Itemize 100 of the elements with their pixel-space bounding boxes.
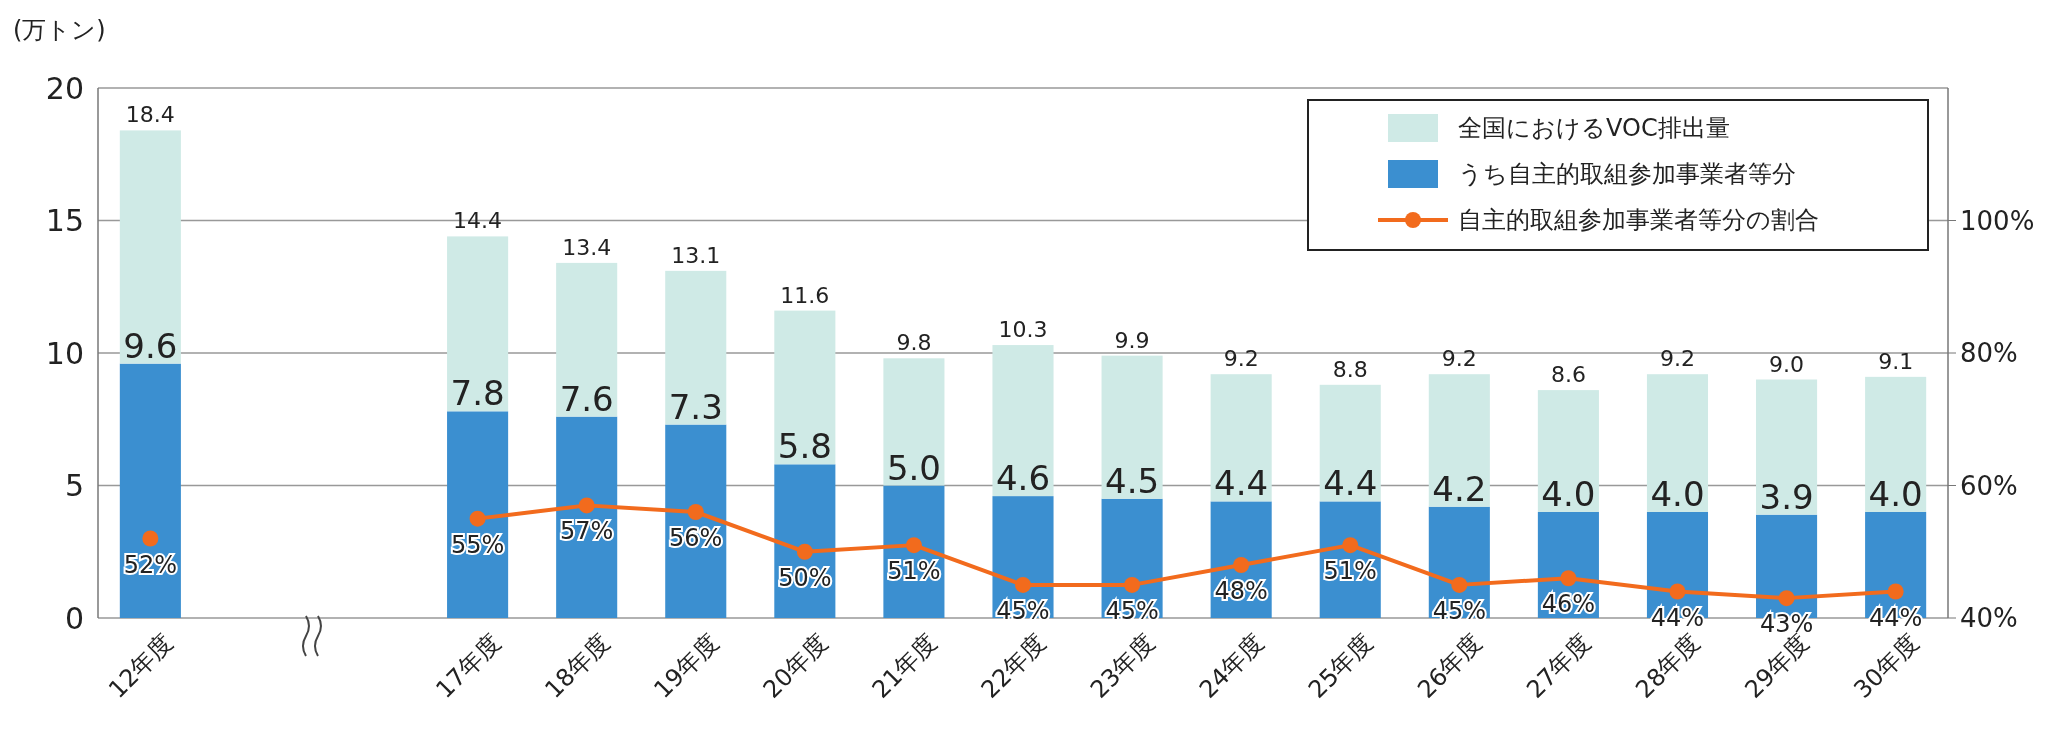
bar bbox=[665, 424, 727, 618]
data-label: 7.3 bbox=[668, 386, 723, 427]
x-tick-label: 19年度 bbox=[648, 628, 724, 704]
data-label: 4.4 bbox=[1323, 463, 1378, 504]
point bbox=[1887, 583, 1904, 600]
total-label: 8.6 bbox=[1550, 362, 1586, 388]
data-label: 55% bbox=[450, 530, 505, 559]
total-label: 8.8 bbox=[1332, 356, 1368, 382]
data-label: 56% bbox=[669, 524, 723, 552]
total-label: 9.8 bbox=[896, 330, 932, 356]
x-tick-label: 25年度 bbox=[1303, 628, 1379, 704]
bar bbox=[119, 363, 181, 618]
x-tick-label: 17年度 bbox=[430, 628, 506, 704]
total-label: 13.1 bbox=[671, 242, 721, 268]
x-tick-label: 12年度 bbox=[103, 628, 179, 704]
y2-tick-label: 80% bbox=[1960, 338, 2018, 369]
x-tick-label: 18年度 bbox=[539, 628, 615, 704]
data-label: 7.6 bbox=[559, 378, 614, 419]
bar bbox=[447, 236, 509, 412]
y2-tick-label: 60% bbox=[1960, 470, 2018, 501]
x-tick-label: 24年度 bbox=[1193, 628, 1270, 704]
bar bbox=[1865, 376, 1927, 512]
data-label: 4.0 bbox=[1541, 474, 1596, 514]
point bbox=[1342, 537, 1359, 554]
bar bbox=[665, 270, 727, 425]
x-tick-label: 21年度 bbox=[866, 628, 943, 704]
bar bbox=[883, 358, 945, 486]
data-label: 4.5 bbox=[1105, 460, 1160, 501]
data-label: 9.6 bbox=[123, 325, 178, 366]
x-tick-label: 23年度 bbox=[1084, 628, 1161, 704]
total-label: 18.4 bbox=[125, 102, 175, 128]
data-label: 7.8 bbox=[450, 373, 505, 414]
y-axis-title: (万トン) bbox=[13, 16, 106, 44]
data-label: 51% bbox=[887, 557, 941, 586]
point bbox=[578, 497, 595, 514]
bar bbox=[1756, 379, 1818, 515]
point bbox=[1560, 570, 1577, 587]
data-label: 52% bbox=[123, 550, 178, 579]
data-label: 5.8 bbox=[777, 426, 832, 467]
total-label: 11.6 bbox=[780, 282, 830, 308]
legend-label: 自主的取組参加事業者等分の割合 bbox=[1458, 206, 1819, 235]
x-tick-label: 30年度 bbox=[1848, 628, 1924, 704]
bar bbox=[992, 345, 1054, 497]
point bbox=[1451, 576, 1468, 593]
bar bbox=[119, 130, 181, 364]
bar bbox=[774, 310, 836, 465]
point bbox=[469, 510, 486, 527]
bar bbox=[556, 416, 618, 618]
data-label: 4.2 bbox=[1432, 468, 1487, 509]
bar bbox=[556, 262, 618, 417]
total-label: 9.2 bbox=[1659, 346, 1695, 372]
total-label: 9.2 bbox=[1441, 346, 1477, 372]
point bbox=[1233, 557, 1250, 573]
point bbox=[1124, 576, 1141, 593]
y-tick-label: 0 bbox=[64, 600, 84, 636]
data-label: 4.4 bbox=[1214, 463, 1269, 504]
data-label: 45% bbox=[1432, 596, 1486, 625]
data-label: 3.9 bbox=[1759, 476, 1814, 517]
total-label: 9.2 bbox=[1223, 346, 1259, 372]
point bbox=[1778, 590, 1795, 607]
data-label: 45% bbox=[996, 596, 1050, 625]
legend-label: うち自主的取組参加事業者等分 bbox=[1458, 160, 1796, 189]
total-label: 9.0 bbox=[1769, 351, 1805, 377]
y-tick-label: 15 bbox=[45, 203, 84, 238]
bar bbox=[1319, 384, 1381, 502]
data-label: 46% bbox=[1541, 590, 1596, 619]
point bbox=[796, 543, 813, 560]
x-tick-label: 28年度 bbox=[1630, 628, 1706, 704]
bar bbox=[1646, 374, 1709, 512]
x-tick-label: 20年度 bbox=[757, 628, 833, 704]
data-label: 45% bbox=[1105, 596, 1159, 625]
data-label: 57% bbox=[560, 517, 614, 546]
total-label: 14.4 bbox=[453, 208, 503, 234]
y-tick-label: 5 bbox=[64, 468, 84, 503]
data-label: 4.0 bbox=[1868, 474, 1923, 514]
x-tick-label: 27年度 bbox=[1521, 628, 1597, 704]
bar bbox=[1537, 390, 1599, 512]
data-label: 50% bbox=[778, 563, 832, 592]
data-label: 51% bbox=[1323, 557, 1377, 586]
point bbox=[1015, 576, 1031, 593]
total-label: 10.3 bbox=[998, 317, 1048, 343]
y-tick-label: 10 bbox=[45, 335, 84, 371]
y-tick-label: 20 bbox=[45, 70, 84, 106]
total-label: 9.1 bbox=[1878, 348, 1914, 374]
data-label: 4.6 bbox=[995, 458, 1051, 499]
x-tick-label: 26年度 bbox=[1412, 628, 1488, 704]
point bbox=[905, 537, 922, 554]
bar bbox=[1428, 374, 1490, 507]
point bbox=[1669, 583, 1686, 600]
x-tick-label: 22年度 bbox=[975, 628, 1052, 704]
bar bbox=[447, 411, 509, 618]
legend-label: 全国におけるVOC排出量 bbox=[1458, 114, 1730, 143]
bar bbox=[1210, 374, 1272, 502]
data-label: 48% bbox=[1214, 577, 1268, 605]
point bbox=[687, 504, 704, 520]
y2-tick-label: 100% bbox=[1960, 205, 2035, 236]
bar bbox=[1101, 355, 1163, 499]
point bbox=[142, 530, 159, 547]
data-label: 4.0 bbox=[1650, 474, 1705, 514]
data-label: 5.0 bbox=[886, 447, 941, 488]
